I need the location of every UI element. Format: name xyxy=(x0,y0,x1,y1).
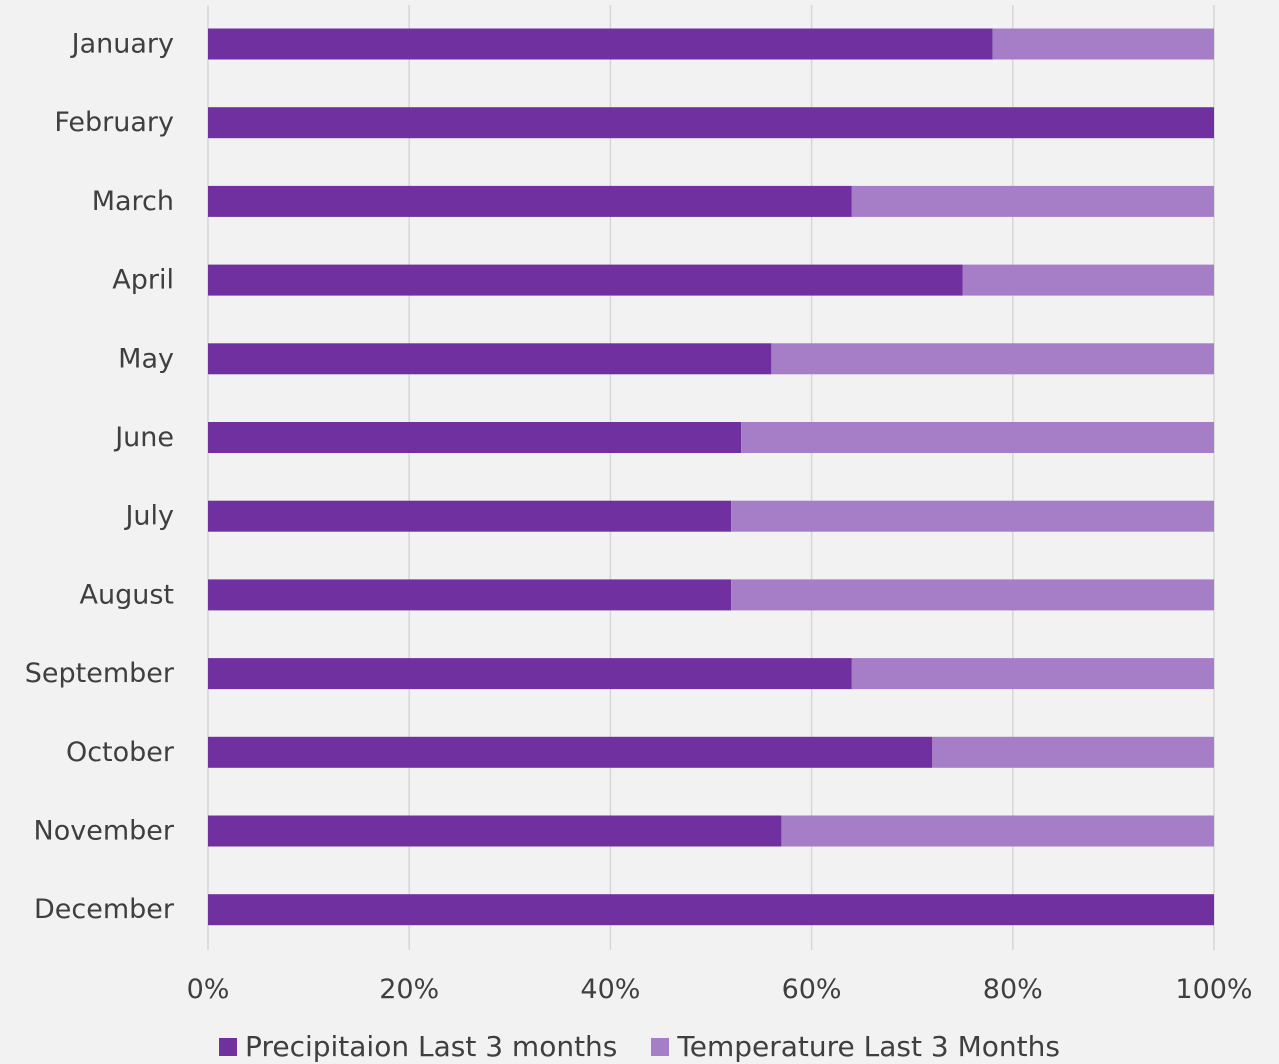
category-label: July xyxy=(123,501,174,532)
category-label: January xyxy=(70,29,174,60)
x-tick-label: 20% xyxy=(379,974,439,1005)
bar-temperature xyxy=(731,500,1214,532)
category-label: September xyxy=(25,658,175,689)
legend-swatch-precipitation xyxy=(219,1037,238,1056)
bar-precipitation xyxy=(208,658,852,690)
bar-precipitation xyxy=(208,343,772,375)
bar-precipitation xyxy=(208,815,782,847)
chart-plot: 0% 20% 40% 60% 80% 100% January February March Ap… xyxy=(25,5,1253,1005)
x-tick-label: 60% xyxy=(782,974,842,1005)
bar-temperature xyxy=(771,343,1214,375)
category-label: June xyxy=(113,422,174,453)
bar-precipitation xyxy=(208,894,1214,926)
category-label: August xyxy=(80,579,175,610)
bar-temperature xyxy=(741,422,1214,453)
category-label: February xyxy=(54,107,174,138)
category-label: April xyxy=(112,265,174,296)
bar-precipitation xyxy=(208,736,933,768)
x-tick-label: 0% xyxy=(187,974,230,1005)
bar-precipitation xyxy=(208,579,732,611)
bar-precipitation xyxy=(208,264,963,296)
bar-precipitation xyxy=(208,500,732,532)
bar-precipitation xyxy=(208,28,993,60)
x-tick-label: 80% xyxy=(983,974,1043,1005)
x-tick-label: 40% xyxy=(580,974,640,1005)
category-label: October xyxy=(66,737,175,768)
legend-swatch-temperature xyxy=(651,1037,670,1056)
legend: Precipitaion Last 3 months Temperature L… xyxy=(0,1030,1279,1063)
bar-temperature xyxy=(731,579,1214,611)
bar-temperature xyxy=(781,815,1214,847)
legend-item-precipitation: Precipitaion Last 3 months xyxy=(219,1030,617,1063)
category-label: December xyxy=(34,894,175,925)
bar-precipitation xyxy=(208,185,852,217)
legend-label-temperature: Temperature Last 3 Months xyxy=(677,1030,1060,1063)
bar-temperature xyxy=(851,185,1214,217)
legend-item-temperature: Temperature Last 3 Months xyxy=(651,1030,1060,1063)
bar-temperature xyxy=(992,28,1214,60)
bar-temperature xyxy=(851,658,1214,690)
category-label: May xyxy=(118,343,174,374)
x-tick-label: 100% xyxy=(1175,974,1252,1005)
bar-precipitation xyxy=(208,107,1214,139)
bar-temperature xyxy=(932,736,1214,768)
category-label: November xyxy=(34,816,175,847)
bar-precipitation xyxy=(208,422,742,453)
bar-temperature xyxy=(962,264,1214,296)
legend-label-precipitation: Precipitaion Last 3 months xyxy=(245,1030,618,1063)
category-label: March xyxy=(92,186,174,217)
